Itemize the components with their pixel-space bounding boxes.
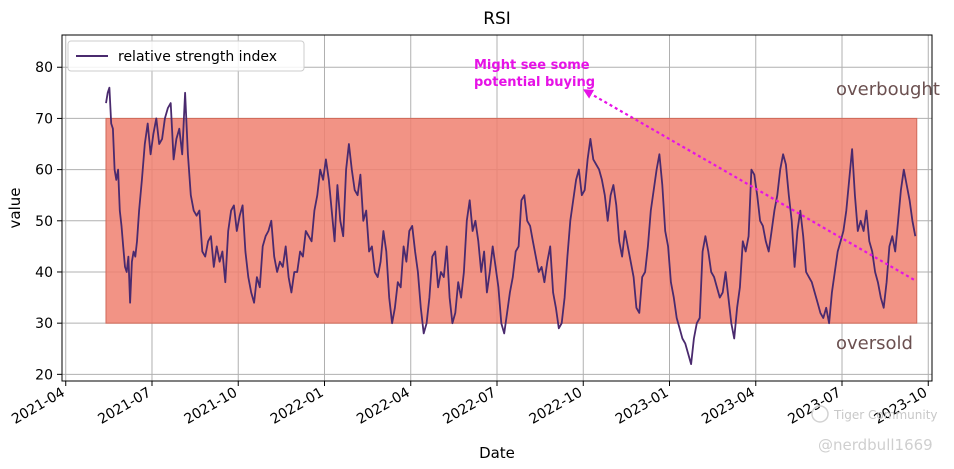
y-tick-label: 40	[35, 265, 53, 281]
rsi-band-30-70	[105, 117, 918, 324]
annotation-text-line1: Might see some	[474, 58, 590, 73]
x-axis: 2021-04 2021-07 2021-10 2022-01 2022-04 2022-…	[9, 381, 930, 428]
chart-title: RSI	[483, 9, 511, 29]
y-axis-title: value	[6, 188, 24, 229]
y-tick-label: 80	[35, 60, 53, 76]
x-tick-label: 2022-04	[354, 385, 413, 428]
y-tick-label: 60	[35, 163, 53, 179]
x-tick-label: 2022-10	[527, 385, 586, 428]
x-tick-label: 2023-01	[613, 385, 672, 428]
x-tick-label: 2021-04	[9, 385, 68, 428]
y-tick-label: 20	[35, 367, 53, 383]
x-tick-label: 2021-07	[95, 385, 154, 428]
x-tick-label: 2022-01	[268, 385, 327, 428]
overbought-label: overbought	[836, 79, 940, 100]
oversold-label: oversold	[836, 333, 913, 354]
x-axis-title: Date	[479, 444, 515, 462]
y-tick-label: 50	[35, 214, 53, 230]
x-tick-label: 2022-07	[440, 385, 499, 428]
legend-label: relative strength index	[118, 49, 277, 65]
annotation-text-line2: potential buying	[474, 75, 595, 90]
y-tick-label: 70	[35, 111, 53, 127]
watermark-brand: Tiger Community	[833, 408, 938, 422]
legend: relative strength index	[67, 40, 305, 72]
x-tick-label: 2021-10	[182, 385, 241, 428]
series-line-relative-strength-index	[105, 86, 917, 366]
watermark: Tiger Community @nerdbull1669	[811, 405, 938, 454]
y-axis: 20 30 40 50 60 70 80	[35, 60, 62, 383]
watermark-handle: @nerdbull1669	[818, 436, 933, 454]
plot-frame	[61, 34, 933, 382]
y-tick-label: 30	[35, 316, 53, 332]
legend-box	[67, 40, 305, 72]
tiger-logo-icon	[811, 405, 829, 423]
x-tick-label: 2023-04	[699, 385, 758, 428]
